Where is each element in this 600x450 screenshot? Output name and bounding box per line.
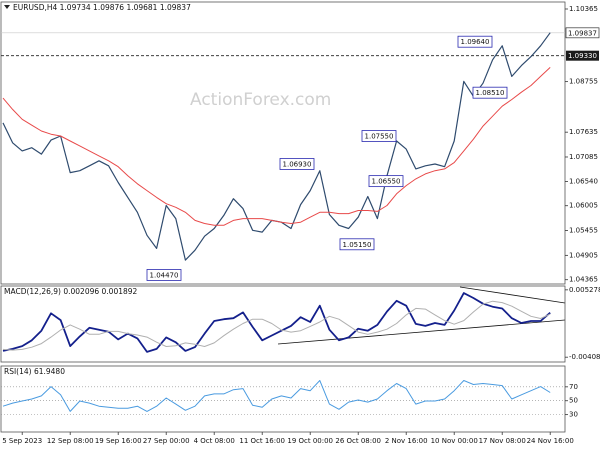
- x-tick-label: 5 Sep 2023: [2, 437, 42, 445]
- series-line: [2, 292, 551, 353]
- y-tick-label: 70: [569, 383, 578, 391]
- annotation-box: [368, 175, 404, 188]
- y-tick-label: 1.10365: [569, 5, 598, 13]
- annotation-label: 1.07550: [365, 133, 394, 141]
- panel-frame: [0, 365, 566, 433]
- series-line: [2, 380, 551, 412]
- annotation-label: 1.09640: [461, 38, 490, 46]
- y-tick-label: 1.07635: [569, 128, 598, 136]
- y-tick-label: 1.06540: [569, 178, 598, 186]
- annotation-box: [339, 238, 375, 251]
- annotation-label: 1.05150: [343, 241, 372, 249]
- macd-trendline: [277, 319, 566, 345]
- series-line: [2, 67, 551, 226]
- annotation-box: [146, 269, 182, 281]
- watermark: ActionForex.com: [190, 90, 331, 110]
- x-tick-label: 27 Sep 00:00: [143, 437, 190, 445]
- annotation-label: 1.06550: [372, 178, 401, 186]
- y-tick-label: 1.04365: [569, 276, 598, 284]
- collapse-icon: [4, 5, 10, 9]
- x-tick-label: 17 Nov 08:00: [479, 437, 526, 445]
- x-tick-label: 4 Oct 08:00: [194, 437, 235, 445]
- x-tick-label: 19 Oct 00:00: [287, 437, 333, 445]
- annotation-box: [472, 86, 508, 99]
- series-line: [2, 300, 551, 351]
- level-box: [566, 50, 599, 61]
- x-tick-label: 24 Nov 16:00: [527, 437, 574, 445]
- panel-title: RSI(14) 61.9480: [4, 367, 65, 376]
- y-tick-label: 1.06005: [569, 202, 598, 210]
- x-tick-label: 12 Sep 08:00: [47, 437, 94, 445]
- panel-frame: [0, 285, 566, 363]
- annotation-label: 1.08510: [476, 89, 505, 97]
- x-tick-label: 11 Oct 16:00: [239, 437, 285, 445]
- x-tick-label: 10 Nov 00:00: [431, 437, 478, 445]
- annotation-label: 1.06930: [283, 160, 312, 168]
- annotation-box: [361, 130, 397, 142]
- panel-title: EURUSD,H4 1.09734 1.09876 1.09681 1.0983…: [13, 3, 191, 12]
- annotation-box: [279, 158, 315, 170]
- y-tick-label: 30: [569, 411, 578, 419]
- current-price-box: [565, 27, 600, 39]
- x-tick-label: 19 Sep 16:00: [95, 437, 142, 445]
- macd-trendline: [459, 286, 566, 304]
- annotation-label: 1.04470: [150, 271, 179, 279]
- x-tick-label: 2 Nov 16:00: [385, 437, 428, 445]
- y-tick-label: 1.04905: [569, 251, 598, 259]
- y-tick-label: 0.005278: [569, 286, 600, 294]
- y-tick-label: -0.004087: [569, 353, 600, 361]
- y-tick-label: 1.05455: [569, 227, 598, 235]
- level-label: 1.09330: [568, 52, 597, 60]
- current-price-label: 1.09837: [568, 29, 597, 37]
- y-tick-label: 1.08755: [569, 78, 598, 86]
- annotation-box: [457, 35, 493, 48]
- y-tick-label: 50: [569, 397, 578, 405]
- panel-title: MACD(12,26,9) 0.002096 0.001892: [4, 287, 138, 296]
- panel-frame: [0, 1, 566, 285]
- y-tick-label: 1.07085: [569, 153, 598, 161]
- x-tick-label: 26 Oct 08:00: [335, 437, 381, 445]
